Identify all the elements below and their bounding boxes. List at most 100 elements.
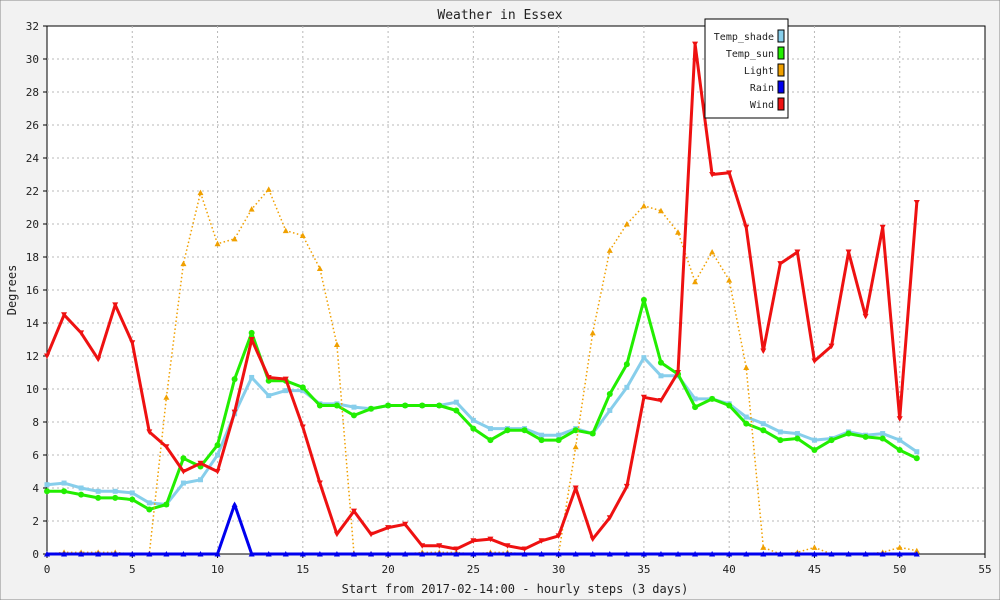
rain-point: [606, 551, 613, 557]
light-point: [231, 235, 238, 242]
wind-point: [657, 398, 664, 404]
wind-point: [44, 353, 50, 359]
rain-point: [726, 551, 733, 557]
temp-sun-point: [913, 455, 920, 462]
temp-shade-point: [794, 431, 800, 437]
rain-point: [180, 551, 187, 557]
temp-sun-point: [606, 390, 613, 397]
temp-sun-point: [538, 437, 545, 444]
y-tick-label: 2: [32, 515, 39, 528]
temp-sun-point: [333, 402, 340, 409]
temp-sun-point: [265, 377, 272, 384]
rain-point: [453, 551, 460, 557]
temp-shade-point: [760, 421, 766, 427]
rain-point: [538, 551, 545, 557]
light-point: [657, 207, 664, 214]
wind-point: [675, 370, 682, 376]
y-tick-label: 28: [26, 86, 39, 99]
temp-shade-point: [95, 488, 101, 494]
wind-point: [180, 469, 187, 475]
rain-point: [197, 551, 204, 557]
legend-label: Temp_sun: [726, 49, 774, 60]
temp-sun-point: [316, 402, 323, 409]
temp-sun-point: [470, 425, 477, 432]
temp-shade-point: [658, 373, 664, 379]
wind-point: [214, 469, 221, 475]
temp-shade-point: [914, 449, 920, 455]
light-point: [675, 229, 682, 235]
wind-point: [845, 249, 852, 256]
temp-sun-point: [879, 435, 886, 442]
temp-shade-point: [897, 437, 903, 443]
x-tick-label: 35: [637, 563, 650, 576]
wind-point: [794, 249, 801, 256]
legend-swatch: [777, 97, 785, 111]
temp-shade-point: [112, 488, 118, 494]
temp-sun-point: [95, 494, 102, 501]
rain-point: [368, 551, 375, 557]
rain-point: [316, 551, 323, 557]
temp-shade-point: [351, 404, 357, 410]
wind-point: [385, 525, 392, 531]
temp-shade-point: [777, 429, 783, 435]
wind-point: [453, 546, 460, 553]
temp-sun-point: [845, 430, 852, 437]
temp-sun-point: [453, 407, 460, 414]
y-tick-label: 26: [26, 119, 39, 132]
rain-point: [777, 551, 784, 557]
rain-point: [811, 551, 818, 557]
rain-point: [402, 551, 409, 557]
y-tick-label: 4: [32, 482, 39, 495]
temp-sun-point: [180, 455, 187, 462]
temp-sun-point: [299, 384, 306, 391]
rain-point: [248, 551, 255, 557]
wind-point: [129, 340, 136, 346]
y-tick-label: 8: [32, 416, 39, 429]
light-point: [760, 544, 767, 550]
wind-point: [248, 337, 255, 343]
wind-point: [299, 424, 306, 430]
x-tick-label: 20: [381, 563, 394, 576]
rain-point: [112, 551, 119, 557]
temp-shade-point: [556, 432, 562, 438]
wind-point: [470, 538, 477, 544]
rain-point: [657, 551, 664, 557]
temp-sun-point: [760, 427, 767, 434]
light-point: [180, 260, 187, 267]
temp-shade-point: [641, 355, 647, 361]
temp-sun-point: [368, 405, 375, 412]
legend-swatch: [777, 29, 785, 43]
temp-shade-line: [46, 356, 918, 506]
temp-sun-point: [811, 447, 818, 454]
y-tick-label: 18: [26, 251, 39, 264]
wind-line: [45, 42, 919, 551]
y-tick-label: 0: [32, 548, 39, 561]
temp-sun-point: [726, 402, 733, 409]
rain-point: [572, 551, 579, 557]
light-point: [913, 547, 920, 554]
legend-swatch: [777, 80, 785, 94]
wind-point: [743, 224, 750, 231]
rain-point: [640, 551, 647, 557]
temp-shade-point: [215, 452, 221, 458]
wind-point: [623, 483, 630, 490]
temp-sun-point: [112, 494, 119, 501]
light-point: [248, 206, 255, 212]
temp-shade-point: [624, 384, 630, 390]
rain-point: [129, 551, 136, 557]
x-tick-label: 15: [296, 563, 309, 576]
temp-sun-point: [129, 496, 136, 503]
light-point: [316, 265, 323, 272]
x-tick-label: 45: [808, 563, 821, 576]
temp-sun-point: [44, 488, 50, 495]
x-tick-label: 25: [467, 563, 480, 576]
x-tick-label: 10: [211, 563, 224, 576]
wind-point: [368, 531, 375, 538]
rain-point: [692, 551, 699, 557]
legend: Temp_shade Temp_sun Light Rain Wind: [704, 18, 789, 119]
temp-sun-point: [555, 437, 562, 444]
temp-sun-point: [640, 296, 647, 303]
rain-point: [743, 551, 750, 557]
rain-point: [828, 551, 835, 557]
